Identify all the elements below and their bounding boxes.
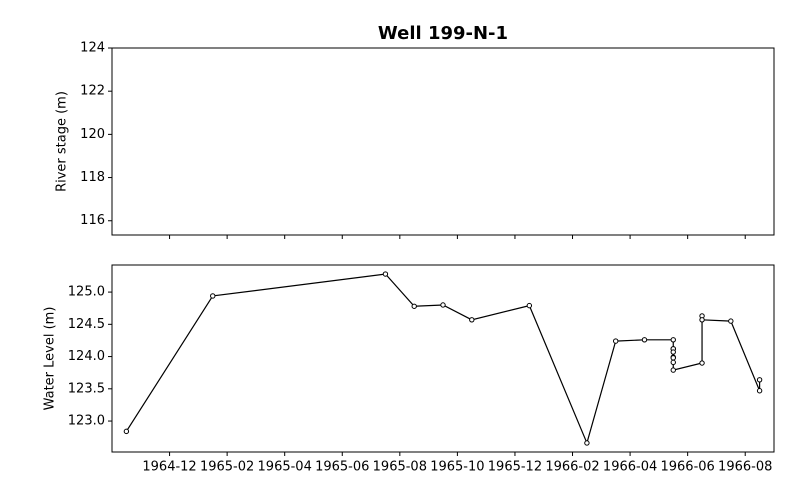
y-tick-label: 123.0 [68, 414, 105, 429]
x-tick-label: 1965-08 [373, 460, 427, 475]
x-tick-label: 1965-04 [258, 460, 312, 475]
data-point [123, 428, 130, 435]
x-tick-label: 1966-06 [660, 460, 714, 475]
data-point [526, 302, 533, 309]
data-point [670, 337, 676, 343]
y-tick-label: 125.0 [68, 285, 105, 300]
x-tick-label: 1966-02 [545, 460, 599, 475]
plot-frame [111, 47, 775, 236]
data-point [584, 440, 590, 446]
x-tick-label: 1966-08 [718, 460, 772, 475]
y-tick-label: 122 [80, 84, 105, 99]
y-tick-label: 123.5 [68, 381, 105, 396]
data-point [469, 317, 475, 323]
data-point [440, 302, 446, 308]
data-point [756, 388, 763, 394]
x-tick-label: 1965-02 [200, 460, 254, 475]
data-point [728, 318, 734, 324]
plot-frame [111, 264, 775, 453]
x-tick-label: 1964-12 [142, 460, 196, 475]
y-tick-label: 120 [80, 127, 105, 142]
y-tick-label: 124.0 [68, 349, 105, 364]
data-point [210, 293, 216, 299]
data-point [382, 271, 389, 277]
x-tick-label: 1965-06 [315, 460, 369, 475]
data-point [670, 367, 676, 373]
data-point [699, 317, 705, 323]
data-point [756, 377, 763, 383]
data-point [411, 303, 417, 309]
y-tick-label: 116 [80, 213, 105, 228]
data-point [670, 349, 676, 355]
data-line [125, 273, 761, 445]
x-tick-label: 1966-04 [603, 460, 657, 475]
chart-title: Well 199-N-1 [378, 23, 508, 44]
data-point [641, 337, 648, 343]
data-point [612, 338, 619, 344]
y-axis-label: Water Level (m) [43, 307, 58, 411]
data-point [699, 360, 705, 366]
y-tick-label: 118 [80, 170, 105, 185]
data-point [670, 359, 676, 366]
data-point [670, 355, 676, 361]
y-tick-label: 124.5 [68, 317, 105, 332]
y-axis-label: River stage (m) [55, 91, 70, 192]
x-tick-label: 1965-12 [488, 460, 542, 475]
y-tick-label: 124 [80, 41, 105, 56]
x-tick-label: 1965-10 [430, 460, 484, 475]
